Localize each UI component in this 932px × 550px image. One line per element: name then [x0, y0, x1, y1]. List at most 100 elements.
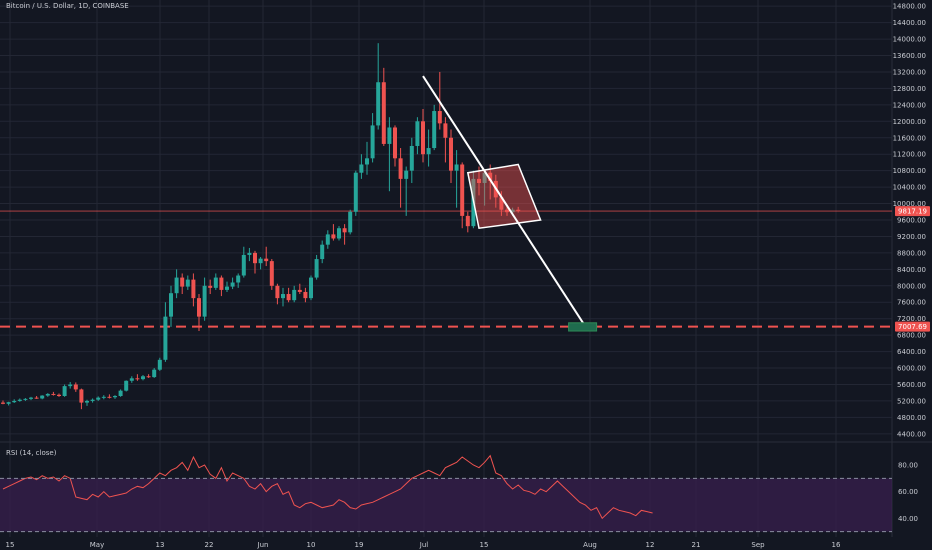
- price-tick-label: 12400.00: [893, 101, 926, 109]
- candle-body: [57, 394, 61, 396]
- price-tick-label: 11600.00: [893, 134, 926, 142]
- time-tick-label: Jun: [257, 541, 269, 549]
- time-axis[interactable]: 15 May 13 22 Jun 10 19 Jul 15 Aug 12 21 Sep 16: [6, 541, 841, 549]
- price-tick-label: 5200.00: [897, 397, 926, 405]
- candle-body: [258, 258, 263, 264]
- price-badges: 9817.19 7007.69: [895, 206, 930, 332]
- rsi-band: [0, 478, 892, 532]
- candle-body: [510, 209, 515, 213]
- candle-body: [309, 277, 313, 299]
- candle-body: [353, 172, 358, 212]
- candle-body: [62, 386, 67, 396]
- candle-body: [415, 121, 420, 146]
- time-tick-label: Jul: [419, 541, 429, 549]
- time-tick-label: 10: [307, 541, 316, 549]
- candle-body: [163, 316, 168, 360]
- candle-body: [191, 279, 196, 299]
- candle-body: [29, 397, 33, 399]
- candle-body: [6, 402, 11, 404]
- candle-body: [213, 277, 218, 288]
- candle-body: [113, 396, 117, 398]
- candle-body: [197, 298, 201, 317]
- candle-body: [85, 400, 89, 403]
- candle-body: [96, 397, 101, 400]
- candle-body: [45, 393, 50, 396]
- candle-body: [281, 294, 285, 299]
- candle-body: [79, 389, 84, 403]
- price-tick-label: 4400.00: [897, 430, 926, 438]
- price-axis[interactable]: 4400.00 4800.00 5200.00 5600.00 6000.00 6400.…: [893, 3, 926, 439]
- candle-body: [40, 395, 45, 399]
- target-box: [568, 322, 598, 332]
- price-tick-label: 6800.00: [897, 332, 926, 340]
- flag-pattern-box: [466, 163, 542, 230]
- candle-body: [365, 158, 369, 165]
- price-tick-label: 10800.00: [893, 167, 926, 175]
- candle-body: [12, 400, 17, 403]
- candle-body: [275, 285, 280, 299]
- rsi-line: [2, 454, 653, 520]
- rsi-axis: 80.00 60.00 40.00: [0, 462, 918, 533]
- target-price-label: 7007.69: [898, 323, 927, 331]
- candle-body: [208, 285, 213, 288]
- candle-body: [314, 259, 319, 278]
- rsi-line: [2, 454, 653, 520]
- candle-body: [253, 252, 257, 264]
- candle-body: [17, 399, 22, 401]
- price-tick-label: 4800.00: [897, 414, 926, 422]
- candle-body: [247, 252, 252, 255]
- target-price-badge: [895, 321, 930, 332]
- candle-body: [477, 178, 481, 183]
- candle-body: [230, 282, 235, 287]
- candle-body: [73, 384, 78, 390]
- rsi-tick-label: 40.00: [898, 515, 918, 523]
- time-tick-label: Aug: [583, 541, 597, 549]
- candle-body: [370, 125, 375, 159]
- price-level-lines: [0, 210, 892, 328]
- rsi-tick-label: 80.00: [898, 462, 918, 470]
- price-tick-label: 11200.00: [893, 151, 926, 159]
- candle-body: [482, 172, 487, 183]
- symbol-title: Bitcoin / U.S. Dollar, 1D, COINBASE: [6, 2, 129, 10]
- candle-body: [236, 275, 241, 283]
- candle-body: [320, 244, 325, 260]
- candle-body: [141, 376, 145, 380]
- candle-body: [286, 294, 291, 301]
- time-tick-label: Sep: [751, 541, 765, 549]
- time-tick-label: 15: [6, 541, 15, 549]
- candle-body: [101, 396, 106, 398]
- candle-body: [387, 127, 392, 144]
- rsi-tick-label: 60.00: [898, 488, 918, 496]
- candle-body: [185, 279, 190, 287]
- candle-body: [465, 215, 470, 227]
- candle-body: [225, 286, 229, 290]
- price-tick-label: 14800.00: [893, 3, 926, 11]
- candle-body: [376, 82, 381, 126]
- candle-body: [124, 380, 129, 391]
- price-tick-label: 14000.00: [893, 36, 926, 44]
- candle-body: [499, 197, 504, 210]
- candle-body: [68, 384, 73, 387]
- price-tick-label: 8800.00: [897, 249, 926, 257]
- candle-body: [129, 378, 134, 381]
- candle-body: [342, 228, 347, 233]
- price-tick-label: 12000.00: [893, 118, 926, 126]
- candle-body: [331, 234, 336, 239]
- candle-body: [174, 277, 179, 294]
- candle-body: [107, 396, 112, 398]
- candle-body: [409, 145, 414, 171]
- candle-body: [169, 293, 173, 317]
- price-tick-label: 14400.00: [893, 19, 926, 27]
- candle-body: [23, 398, 28, 400]
- drawings[interactable]: [422, 75, 598, 332]
- price-tick-label: 9600.00: [897, 217, 926, 225]
- candle-body: [269, 261, 274, 286]
- candle-body: [505, 209, 509, 213]
- candle-body: [381, 82, 386, 144]
- candle-body: [359, 164, 364, 173]
- candle-body: [157, 359, 162, 370]
- candle-body: [135, 378, 140, 380]
- price-tick-label: 12800.00: [893, 85, 926, 93]
